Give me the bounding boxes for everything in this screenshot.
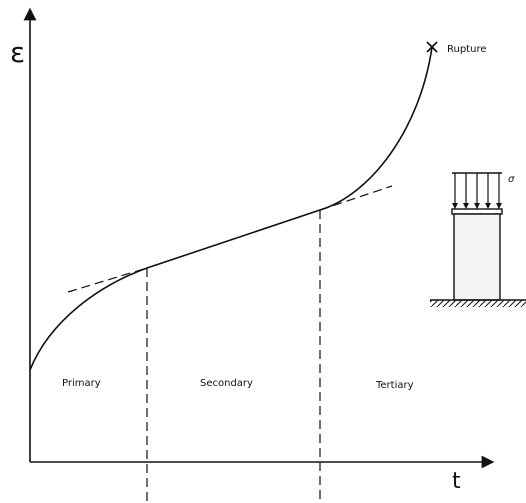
specimen	[430, 172, 526, 307]
rupture-label: Rupture	[447, 44, 487, 55]
region-label: Secondary	[200, 378, 253, 389]
stress-label: σ	[508, 174, 515, 185]
x-axis-label: t	[452, 469, 461, 494]
rupture-mark	[426, 41, 438, 53]
tangent-line	[67, 267, 148, 293]
y-axis-label: ε	[10, 36, 25, 69]
region-label: Primary	[62, 378, 101, 389]
creep-curve	[29, 46, 433, 371]
region-label: Tertiary	[375, 380, 414, 391]
tangent-line	[319, 185, 393, 211]
